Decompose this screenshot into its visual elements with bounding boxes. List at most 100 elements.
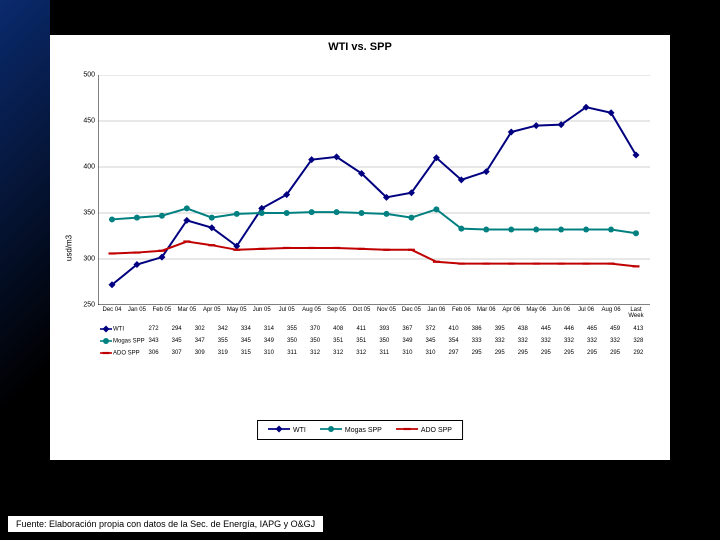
table-cell: 393 [373, 323, 396, 335]
legend-label: Mogas SPP [345, 427, 382, 434]
table-cell: 315 [234, 347, 257, 359]
table-cell: 312 [327, 347, 350, 359]
table-cell: 367 [396, 323, 419, 335]
series-marker-icon [100, 349, 112, 357]
table-cell: 350 [373, 335, 396, 347]
table-cell: 345 [419, 335, 442, 347]
x-tick-label: Oct 05 [353, 307, 371, 313]
table-cell: 297 [442, 347, 465, 359]
table-cell: 355 [280, 323, 303, 335]
series-name: ADO SPP [113, 351, 140, 357]
table-cell: 372 [419, 323, 442, 335]
x-tick-label: Jan 05 [128, 307, 146, 313]
legend-marker-icon [396, 424, 418, 436]
table-cell: 309 [188, 347, 211, 359]
table-cell: 302 [188, 323, 211, 335]
footer-source: Fuente: Elaboración propia con datos de … [8, 516, 323, 532]
table-cell: 306 [142, 347, 165, 359]
x-tick-label: Jun 05 [253, 307, 271, 313]
legend-label: WTI [293, 427, 306, 434]
series-label-cell: Mogas SPP [98, 335, 142, 347]
table-cell: 311 [373, 347, 396, 359]
table-cell: 295 [557, 347, 580, 359]
table-cell: 350 [304, 335, 327, 347]
y-tick-label: 300 [65, 256, 95, 263]
table-cell: 272 [142, 323, 165, 335]
legend-marker-icon [320, 424, 342, 436]
x-tick-label: Dec 05 [402, 307, 421, 313]
table-cell: 310 [257, 347, 280, 359]
table-cell: 349 [257, 335, 280, 347]
table-cell: 345 [234, 335, 257, 347]
slide: WTI vs. SPP usd/m3 250300350400450500Dec… [0, 0, 720, 540]
x-tick-label: May 06 [526, 307, 546, 313]
table-cell: 332 [580, 335, 603, 347]
x-tick-label: Aug 06 [602, 307, 621, 313]
x-tick-label: Mar 05 [178, 307, 197, 313]
x-tick-label: Apr 06 [502, 307, 520, 313]
table-cell: 386 [465, 323, 488, 335]
x-tick-label: May 05 [227, 307, 247, 313]
table-cell: 345 [165, 335, 188, 347]
table-cell: 307 [165, 347, 188, 359]
table-cell: 295 [511, 347, 534, 359]
table-cell: 459 [604, 323, 627, 335]
x-tick-label: Jul 06 [578, 307, 594, 313]
table-cell: 350 [280, 335, 303, 347]
table-cell: 342 [211, 323, 234, 335]
table-cell: 332 [511, 335, 534, 347]
table-cell: 395 [488, 323, 511, 335]
legend-marker-icon [268, 424, 290, 436]
x-tick-label: Aug 05 [302, 307, 321, 313]
table-cell: 295 [465, 347, 488, 359]
table-cell: 347 [188, 335, 211, 347]
y-tick-label: 450 [65, 118, 95, 125]
legend-item: ADO SPP [396, 424, 452, 436]
table-cell: 295 [604, 347, 627, 359]
series-name: WTI [113, 327, 124, 333]
table-row: WTI2722943023423343143553704084113933673… [98, 323, 650, 335]
table-cell: 295 [534, 347, 557, 359]
table-cell: 332 [534, 335, 557, 347]
x-tick-label: Feb 06 [452, 307, 471, 313]
table-cell: 319 [211, 347, 234, 359]
table-cell: 332 [488, 335, 511, 347]
series-label-cell: ADO SPP [98, 347, 142, 359]
x-tick-label: Sep 05 [327, 307, 346, 313]
x-tick-label: Nov 05 [377, 307, 396, 313]
table-cell: 413 [627, 323, 650, 335]
legend-item: Mogas SPP [320, 424, 382, 436]
table-cell: 311 [280, 347, 303, 359]
table-row: ADO SPP306307309319315310311312312312311… [98, 347, 650, 359]
legend-item: WTI [268, 424, 306, 436]
table-cell: 370 [304, 323, 327, 335]
x-tick-label: Apr 05 [203, 307, 221, 313]
slide-gradient-edge [0, 0, 50, 540]
legend-label: ADO SPP [421, 427, 452, 434]
series-marker-icon [100, 325, 112, 333]
x-tick-label: Feb 05 [153, 307, 172, 313]
x-tick-label: Jul 05 [279, 307, 295, 313]
data-table: WTI2722943023423343143553704084113933673… [98, 323, 650, 359]
table-cell: 292 [627, 347, 650, 359]
y-tick-label: 500 [65, 72, 95, 79]
table-cell: 328 [627, 335, 650, 347]
table-cell: 314 [257, 323, 280, 335]
table-cell: 343 [142, 335, 165, 347]
table-cell: 351 [327, 335, 350, 347]
series-marker-icon [100, 337, 112, 345]
table-cell: 333 [465, 335, 488, 347]
table-cell: 332 [557, 335, 580, 347]
legend: WTI Mogas SPP ADO SPP [257, 420, 463, 440]
table-cell: 445 [534, 323, 557, 335]
y-tick-label: 250 [65, 302, 95, 309]
table-cell: 312 [350, 347, 373, 359]
x-tick-label-last-week: Last Week [622, 307, 650, 320]
chart-title: WTI vs. SPP [50, 41, 670, 53]
table-cell: 411 [350, 323, 373, 335]
y-tick-label: 350 [65, 210, 95, 217]
table-cell: 295 [488, 347, 511, 359]
table-cell: 310 [396, 347, 419, 359]
table-cell: 446 [557, 323, 580, 335]
table-cell: 410 [442, 323, 465, 335]
